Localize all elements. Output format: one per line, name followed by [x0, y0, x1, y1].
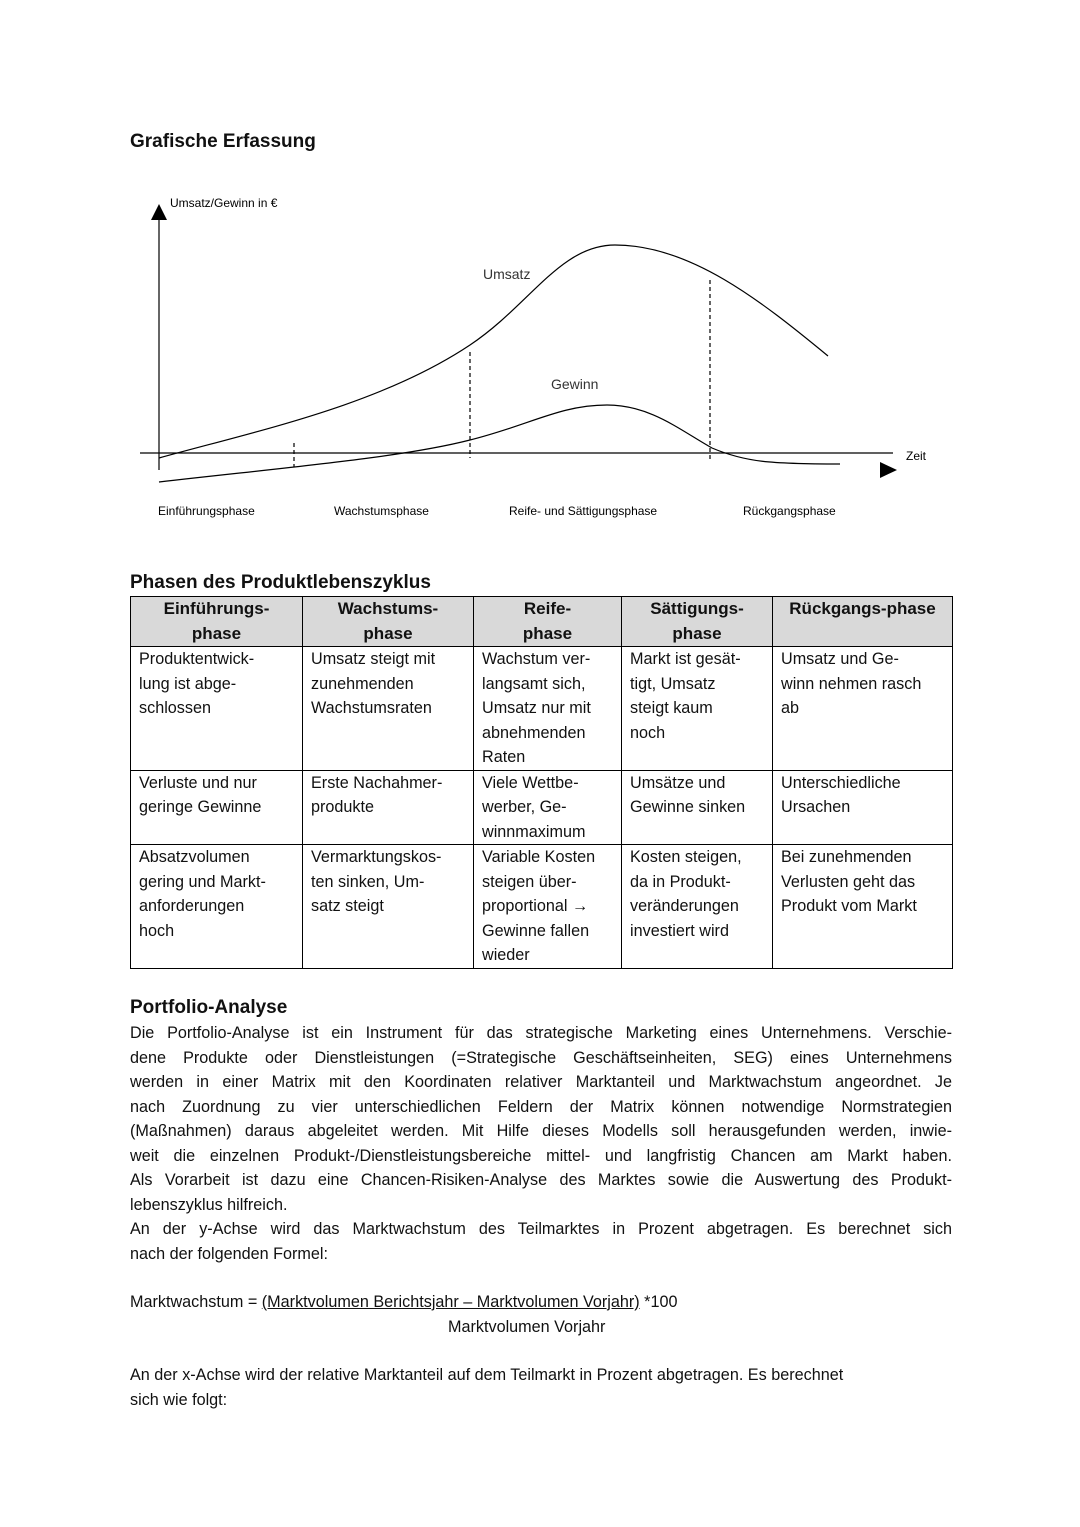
- curve-label: Gewinn: [551, 376, 598, 392]
- text-line: An der x-Achse wird der relative Marktan…: [130, 1366, 844, 1384]
- formula-left: Marktwachstum =: [130, 1293, 258, 1311]
- phase-label: Rückgangsphase: [743, 504, 836, 518]
- table-cell: Verluste und nur geringe Gewinne: [130, 769, 303, 845]
- curve-label: Umsatz: [483, 266, 530, 282]
- table-row: Absatzvolumen gering und Markt- anforder…: [130, 844, 953, 969]
- text-line: nach der folgenden Formel:: [130, 1244, 328, 1263]
- formula-numerator: (Marktvolumen Berichtsjahr – Marktvolume…: [261, 1293, 640, 1311]
- gewinn-curve: [158, 404, 841, 483]
- phase-label: Einführungsphase: [158, 504, 255, 518]
- table-cell: Erste Nachahmer- produkte: [302, 769, 474, 845]
- section-heading: Grafische Erfassung: [130, 131, 316, 152]
- table-row: Produktentwick- lung ist abge- schlossen…: [130, 646, 953, 771]
- table-cell: Markt ist gesät- tigt, Umsatz steigt kau…: [621, 646, 773, 771]
- header-row: Einführungs- phase Wachstums- phase Reife-…: [130, 596, 953, 647]
- text-line: Als Vorarbeit ist dazu eine Chancen-Risi…: [130, 1171, 952, 1189]
- text-line: dene Produkte oder Dienstleistungen (=St…: [130, 1048, 952, 1067]
- table-cell: Variable Kosten steigen über- proportion…: [473, 844, 622, 969]
- x-axis-label: Zeit: [906, 449, 927, 463]
- table-cell: Vermarktungskos- ten sinken, Um- satz st…: [302, 844, 474, 969]
- y-axis-label: Umsatz/Gewinn in €: [170, 196, 278, 210]
- phase-label: Wachstumsphase: [334, 504, 429, 518]
- header-cell: Reife- phase: [473, 596, 622, 647]
- x-arrow: [880, 462, 897, 478]
- umsatz-curve: [158, 244, 829, 459]
- table-cell: Bei zunehmenden Verlusten geht das Produ…: [772, 844, 953, 969]
- text-line: Die Portfolio-Analyse ist ein Instrument…: [130, 1024, 952, 1042]
- table-cell: Viele Wettbe- werber, Ge- winnmaximum: [473, 769, 622, 845]
- text-line: An der y-Achse wird das Marktwachstum de…: [130, 1220, 952, 1238]
- text-line: weit die einzelnen Produkt-/Dienstleistu…: [130, 1146, 952, 1165]
- text-line: (Maßnahmen) daraus abgeleitet werden. Mi…: [130, 1122, 952, 1140]
- phase-label: Reife- und Sättigungsphase: [509, 504, 657, 518]
- header-cell: Rückgangs-phase: [772, 596, 953, 647]
- text-line: sich wie folgt:: [130, 1390, 228, 1409]
- table-cell: Wachstum ver- langsamt sich, Umsatz nur …: [473, 646, 622, 771]
- table-cell: Kosten steigen, da in Produkt- veränderu…: [621, 844, 773, 969]
- table-cell: Produktentwick- lung ist abge- schlossen: [130, 646, 303, 771]
- formula: Marktwachstum = (Marktvolumen Berichtsja…: [130, 1290, 952, 1315]
- text-line: werden in einer Matrix mit den Koordinat…: [130, 1073, 952, 1091]
- phase-table: Einführungs- phase Wachstums- phase Reife-…: [130, 596, 953, 969]
- table-title: Phasen des Produktlebenszyklus: [130, 572, 431, 593]
- formula-denominator: Marktvolumen Vorjahr: [448, 1318, 606, 1336]
- section-heading: Portfolio-Analyse: [130, 997, 288, 1018]
- header-cell: Wachstums- phase: [302, 596, 474, 647]
- table-cell: Umsatz steigt mit zunehmenden Wachstumsr…: [302, 646, 474, 771]
- table-cell: Unterschiedliche Ursachen: [772, 769, 953, 845]
- y-arrow: [151, 204, 167, 220]
- header-cell: Sättigungs- phase: [621, 596, 773, 647]
- table-cell: Umsätze und Gewinne sinken: [621, 769, 773, 845]
- text-line: lebenszyklus hilfreich.: [130, 1195, 288, 1214]
- formula-factor: *100: [644, 1293, 678, 1311]
- lifecycle-diagram: Umsatz/Gewinn in € Zeit Umsatz Gewinn Ei…: [140, 196, 927, 518]
- table-cell: Umsatz und Ge- winn nehmen rasch ab: [772, 646, 953, 771]
- table-cell: Absatzvolumen gering und Markt- anforder…: [130, 844, 303, 969]
- header-cell: Einführungs- phase: [130, 596, 303, 647]
- table-row: Verluste und nur geringe Gewinne Erste Na…: [130, 769, 953, 845]
- text-line: nach Zuordnung zu vier unterschiedlichen…: [130, 1097, 952, 1116]
